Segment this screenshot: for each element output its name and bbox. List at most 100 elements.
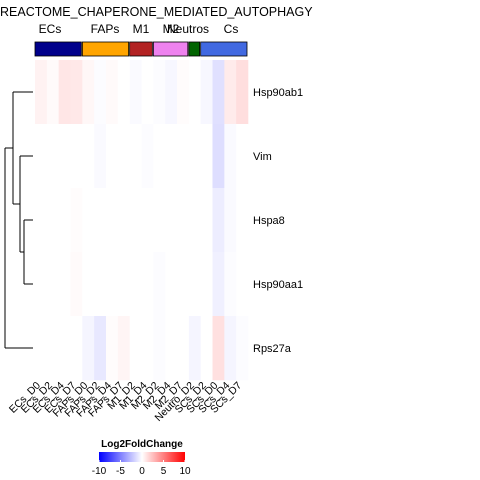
heatmap-cell: [58, 124, 71, 189]
legend-tick-label: 10: [179, 466, 191, 477]
heatmap-cell: [117, 60, 130, 125]
heatmap-cell: [200, 316, 213, 381]
heatmap-cell: [58, 188, 71, 253]
column-group-label: Neutros: [167, 22, 209, 36]
heatmap-cell: [177, 252, 190, 317]
heatmap-cell: [70, 316, 83, 381]
heatmap-cell: [70, 188, 83, 253]
heatmap-cell: [70, 252, 83, 317]
legend-tick-label: 0: [139, 466, 145, 477]
heatmap-cell: [212, 60, 225, 125]
row-label: Vim: [253, 151, 272, 163]
heatmap-cell: [236, 316, 249, 381]
heatmap-cell: [177, 60, 190, 125]
heatmap-cell: [129, 60, 142, 125]
heatmap-cell: [177, 124, 190, 189]
heatmap-cell: [94, 252, 107, 317]
row-label: Hsp90ab1: [253, 87, 303, 99]
legend-tick-label: -5: [116, 466, 125, 477]
heatmap-cell: [188, 252, 201, 317]
heatmap-cell: [106, 316, 119, 381]
heatmap-cell: [82, 124, 95, 189]
legend-tick-label: 5: [161, 466, 167, 477]
column-group-label: M2: [163, 22, 180, 36]
heatmap-cell: [200, 124, 213, 189]
heatmap-cell: [58, 252, 71, 317]
heatmap-cell: [46, 60, 59, 125]
heatmap-cells: [35, 60, 249, 381]
heatmap-cell: [141, 188, 154, 253]
heatmap-cell: [153, 124, 166, 189]
heatmap-cell: [188, 60, 201, 125]
heatmap-cell: [236, 188, 249, 253]
heatmap-cell: [46, 252, 59, 317]
row-dendrogram: [4, 91, 33, 349]
heatmap-cell: [106, 60, 119, 125]
heatmap-cell: [35, 188, 48, 253]
legend-color-bar: [99, 452, 185, 462]
column-group-label: M1: [133, 22, 150, 36]
column-group-bar: [188, 41, 201, 57]
heatmap-cell: [117, 124, 130, 189]
column-group-bar: [200, 41, 248, 57]
heatmap-cell: [188, 316, 201, 381]
heatmap-cell: [58, 316, 71, 381]
heatmap-cell: [177, 316, 190, 381]
column-group-bar: [129, 41, 153, 57]
column-group-bar: [34, 41, 82, 57]
heatmap-cell: [94, 316, 107, 381]
heatmap-cell: [212, 188, 225, 253]
heatmap-cell: [165, 252, 178, 317]
heatmap-cell: [200, 60, 213, 125]
heatmap-cell: [35, 316, 48, 381]
legend-tick-label: -10: [92, 466, 107, 477]
heatmap-cell: [70, 60, 83, 125]
legend-title: Log2FoldChange: [101, 439, 183, 450]
heatmap-cell: [141, 252, 154, 317]
heatmap-cell: [212, 316, 225, 381]
heatmap-cell: [58, 60, 71, 125]
heatmap-cell: [153, 252, 166, 317]
column-group-label: FAPs: [91, 22, 120, 36]
heatmap-cell: [165, 124, 178, 189]
heatmap-cell: [35, 124, 48, 189]
heatmap-cell: [236, 252, 249, 317]
column-group-bar: [81, 41, 130, 57]
heatmap-cell: [94, 188, 107, 253]
heatmap-cell: [94, 60, 107, 125]
heatmap-cell: [94, 124, 107, 189]
heatmap-cell: [177, 188, 190, 253]
heatmap-cell: [82, 316, 95, 381]
heatmap-cell: [129, 188, 142, 253]
heatmap-cell: [224, 124, 237, 189]
row-labels: Hsp90ab1 Vim Hspa8 Hsp90aa1 Rps27a: [253, 87, 303, 355]
heatmap-cell: [224, 60, 237, 125]
heatmap-cell: [46, 316, 59, 381]
column-group-label: Cs: [224, 22, 239, 36]
color-legend: Log2FoldChange -10 -5 0 5 10: [92, 439, 191, 477]
heatmap-cell: [188, 124, 201, 189]
heatmap-cell: [129, 124, 142, 189]
column-group-label: ECs: [39, 22, 62, 36]
heatmap-cell: [141, 124, 154, 189]
heatmap-cell: [200, 188, 213, 253]
heatmap-cell: [46, 188, 59, 253]
heatmap-cell: [117, 316, 130, 381]
heatmap-cell: [212, 124, 225, 189]
chart-title: REACTOME_CHAPERONE_MEDIATED_AUTOPHAGY: [0, 5, 313, 19]
row-label: Rps27a: [253, 343, 292, 355]
heatmap-cell: [106, 188, 119, 253]
heatmap-cell: [188, 188, 201, 253]
heatmap-cell: [106, 124, 119, 189]
heatmap-cell: [224, 316, 237, 381]
heatmap-cell: [129, 316, 142, 381]
heatmap-cell: [117, 252, 130, 317]
heatmap-cell: [236, 124, 249, 189]
column-labels: ECs_D0ECs_D2ECs_D4ECs_D7FAPs_D0FAPs_D2FA…: [7, 380, 244, 425]
column-group-bar: [152, 41, 189, 57]
heatmap-cell: [129, 252, 142, 317]
heatmap-cell: [35, 60, 48, 125]
heatmap-cell: [46, 124, 59, 189]
